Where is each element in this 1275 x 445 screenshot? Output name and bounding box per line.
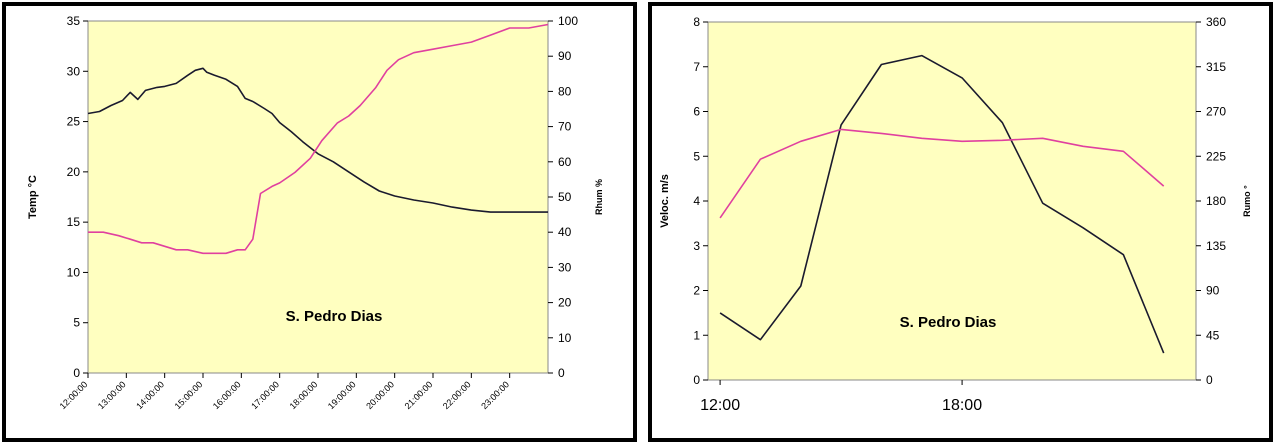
- x-tick-label: 12:00: [700, 397, 740, 414]
- y-axis-title: Veloc. m/s: [659, 174, 671, 228]
- temperature-humidity-chart: 0 5 10 15 20 25 30 35 0 10 20 30 40 50 60 70 80 90 100 12:0…: [27, 14, 604, 411]
- humidity-line: [88, 23, 549, 255]
- y-tick-label: 35: [67, 14, 81, 28]
- y-tick-label: 10: [67, 265, 81, 279]
- y2-tick-label: 80: [558, 84, 572, 98]
- y-tick-label: 2: [693, 284, 700, 298]
- y2-tick-label: 180: [1206, 194, 1226, 208]
- y2-tick-label: 40: [558, 225, 572, 239]
- x-tick-label: 17:00:00: [249, 379, 281, 411]
- x-tick-label: 23:00:00: [479, 379, 511, 411]
- y-tick-label: 1: [693, 328, 700, 342]
- wind-speed-line: [719, 54, 1165, 354]
- x-tick-label: 22:00:00: [441, 379, 473, 411]
- plot-area: [87, 20, 549, 374]
- y2-axis-title: Rhum %: [594, 179, 604, 215]
- x-tick-label: 18:00: [942, 397, 982, 414]
- y2-tick-label: 70: [558, 120, 572, 134]
- temperature-line: [87, 67, 548, 213]
- y-tick-label: 4: [693, 194, 700, 208]
- y2-tick-label: 100: [558, 14, 578, 28]
- y2-tick-label: 0: [558, 366, 565, 380]
- y2-axis-title: Rumo °: [1242, 185, 1252, 217]
- y2-tick-label: 135: [1206, 239, 1226, 253]
- y-tick-label: 15: [67, 215, 81, 229]
- y-tick-label: 0: [73, 366, 80, 380]
- y-tick-label: 3: [693, 239, 700, 253]
- y-tick-label: 0: [693, 373, 700, 387]
- x-tick-label: 20:00:00: [364, 379, 396, 411]
- plot-area: [707, 21, 1197, 381]
- station-annotation: S. Pedro Dias: [900, 314, 997, 331]
- y-tick-label: 5: [693, 149, 700, 163]
- x-tick-label: 14:00:00: [134, 379, 166, 411]
- x-tick-label: 21:00:00: [403, 379, 435, 411]
- y2-tick-label: 270: [1206, 105, 1226, 119]
- y-tick-label: 20: [67, 165, 81, 179]
- y-tick-label: 25: [67, 115, 81, 129]
- y-tick-label: 8: [693, 15, 700, 29]
- y-tick-label: 30: [67, 64, 81, 78]
- x-tick-label: 13:00:00: [96, 379, 128, 411]
- station-annotation: S. Pedro Dias: [286, 308, 383, 325]
- y-axis-title: Temp °C: [27, 175, 39, 219]
- y2-tick-label: 60: [558, 155, 572, 169]
- y2-tick-label: 315: [1206, 60, 1226, 74]
- y2-tick-label: 225: [1206, 149, 1226, 163]
- y2-tick-label: 45: [1206, 328, 1220, 342]
- y2-tick-label: 30: [558, 260, 572, 274]
- y2-tick-label: 10: [558, 331, 572, 345]
- x-tick-label: 19:00:00: [326, 379, 358, 411]
- x-tick-label: 12:00:00: [58, 379, 90, 411]
- y2-tick-label: 0: [1206, 373, 1213, 387]
- y-tick-label: 6: [693, 105, 700, 119]
- x-tick-label: 15:00:00: [173, 379, 205, 411]
- y-tick-label: 7: [693, 60, 700, 74]
- temperature-humidity-chart-panel: 0 5 10 15 20 25 30 35 0 10 20 30 40 50 60 70 80 90 100 12:0…: [2, 2, 637, 442]
- y2-tick-label: 50: [558, 190, 572, 204]
- x-tick-label: 18:00:00: [288, 379, 320, 411]
- wind-chart-panel: 0 1 2 3 4 5 6 7 8 0 45 90 135 180 225 270 315 360 12:00 18:…: [648, 2, 1273, 442]
- y2-tick-label: 360: [1206, 15, 1226, 29]
- y2-tick-label: 20: [558, 296, 572, 310]
- y2-tick-label: 90: [558, 49, 572, 63]
- y-tick-label: 5: [73, 316, 80, 330]
- y2-tick-label: 90: [1206, 284, 1220, 298]
- wind-direction-line: [719, 128, 1165, 219]
- x-tick-label: 16:00:00: [211, 379, 243, 411]
